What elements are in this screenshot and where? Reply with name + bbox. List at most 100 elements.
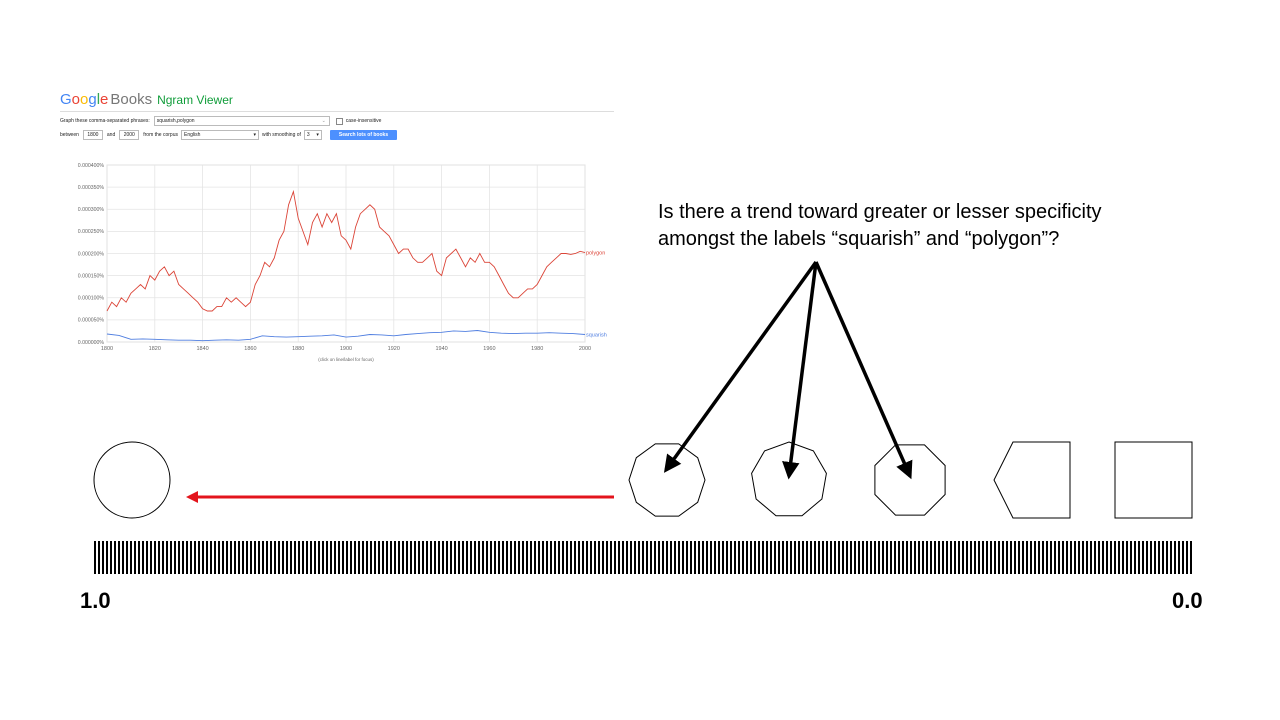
scale-stripe xyxy=(298,541,300,574)
scale-stripe xyxy=(134,541,136,574)
scale-stripe xyxy=(894,541,896,574)
scale-stripe xyxy=(870,541,872,574)
scale-stripe xyxy=(890,541,892,574)
series-label-squarish: squarish xyxy=(586,332,607,338)
scale-stripe xyxy=(1078,541,1080,574)
end-year-input[interactable]: 2000 xyxy=(119,130,140,140)
phrases-input[interactable]: squarish,polygon ⌄ xyxy=(153,116,330,126)
scale-stripe xyxy=(226,541,228,574)
question-text: Is there a trend toward greater or lesse… xyxy=(658,199,1218,253)
scale-stripe xyxy=(1090,541,1092,574)
scale-stripe xyxy=(462,541,464,574)
scale-stripe xyxy=(966,541,968,574)
scale-stripe xyxy=(954,541,956,574)
scale-stripe xyxy=(766,541,768,574)
search-button[interactable]: Search lots of books xyxy=(329,130,398,140)
scale-stripe xyxy=(450,541,452,574)
scale-stripe xyxy=(1050,541,1052,574)
clipped-square-shape xyxy=(993,441,1071,519)
scale-stripe xyxy=(826,541,828,574)
y-tick-label: 0.000250% xyxy=(78,229,105,235)
scale-stripe xyxy=(722,541,724,574)
scale-stripe xyxy=(466,541,468,574)
scale-stripe xyxy=(402,541,404,574)
clear-icon[interactable]: ⌄ xyxy=(321,118,326,124)
scale-stripe xyxy=(1006,541,1008,574)
scale-stripe xyxy=(858,541,860,574)
scale-stripe xyxy=(586,541,588,574)
scale-stripe xyxy=(930,541,932,574)
scale-stripe xyxy=(914,541,916,574)
smoothing-label: with smoothing of xyxy=(262,132,301,138)
scale-stripe xyxy=(410,541,412,574)
smoothing-select[interactable]: 3 ▾ xyxy=(303,130,322,140)
scale-stripe xyxy=(358,541,360,574)
square-shape xyxy=(1114,441,1193,519)
scale-stripe xyxy=(274,541,276,574)
scale-stripe xyxy=(294,541,296,574)
case-insensitive-checkbox[interactable] xyxy=(335,117,343,125)
scale-stripe xyxy=(734,541,736,574)
x-tick-label: 1940 xyxy=(435,346,447,352)
scale-stripe xyxy=(438,541,440,574)
scale-stripe xyxy=(522,541,524,574)
scale-stripe xyxy=(414,541,416,574)
scale-stripe xyxy=(194,541,196,574)
x-tick-label: 1880 xyxy=(292,346,304,352)
scale-stripe xyxy=(142,541,144,574)
scale-stripe xyxy=(726,541,728,574)
scale-stripe xyxy=(906,541,908,574)
scale-stripe xyxy=(202,541,204,574)
octagon-shape xyxy=(874,444,946,516)
scale-stripe xyxy=(526,541,528,574)
scale-stripe xyxy=(810,541,812,574)
scale-stripe xyxy=(574,541,576,574)
scale-stripe xyxy=(634,541,636,574)
scale-stripe xyxy=(458,541,460,574)
scale-stripe xyxy=(846,541,848,574)
scale-stripe xyxy=(946,541,948,574)
scale-stripe xyxy=(158,541,160,574)
scale-stripe xyxy=(102,541,104,574)
scale-stripe xyxy=(154,541,156,574)
scale-stripe xyxy=(1130,541,1132,574)
scale-stripe xyxy=(758,541,760,574)
corpus-select[interactable]: English ▾ xyxy=(181,130,259,140)
logo-letter: o xyxy=(71,91,81,108)
scale-stripe xyxy=(418,541,420,574)
scale-stripe xyxy=(1034,541,1036,574)
scale-stripe xyxy=(370,541,372,574)
corpus-label: from the corpus xyxy=(143,132,178,138)
scale-stripe xyxy=(682,541,684,574)
scale-stripe xyxy=(970,541,972,574)
scale-stripe xyxy=(558,541,560,574)
scale-stripe xyxy=(430,541,432,574)
scale-stripe xyxy=(190,541,192,574)
scale-stripe xyxy=(198,541,200,574)
scale-stripe xyxy=(246,541,248,574)
y-tick-label: 0.000050% xyxy=(78,318,105,324)
scale-stripe xyxy=(446,541,448,574)
start-year-input[interactable]: 1800 xyxy=(82,130,103,140)
scale-stripe xyxy=(866,541,868,574)
scale-stripe xyxy=(326,541,328,574)
scale-stripe xyxy=(554,541,556,574)
scale-stripe xyxy=(742,541,744,574)
scale-stripe xyxy=(1030,541,1032,574)
scale-stripe xyxy=(314,541,316,574)
scale-stripe xyxy=(622,541,624,574)
scale-stripe xyxy=(302,541,304,574)
x-tick-label: 2000 xyxy=(579,346,591,352)
scale-stripe xyxy=(882,541,884,574)
scale-stripe xyxy=(126,541,128,574)
scale-stripe xyxy=(354,541,356,574)
scale-stripe xyxy=(662,541,664,574)
scale-stripe xyxy=(1014,541,1016,574)
scale-stripe xyxy=(106,541,108,574)
scale-stripe xyxy=(1158,541,1160,574)
scale-stripe xyxy=(602,541,604,574)
scale-stripe xyxy=(958,541,960,574)
logo-letter: l xyxy=(96,91,101,108)
scale-stripe xyxy=(406,541,408,574)
scale-stripe xyxy=(718,541,720,574)
